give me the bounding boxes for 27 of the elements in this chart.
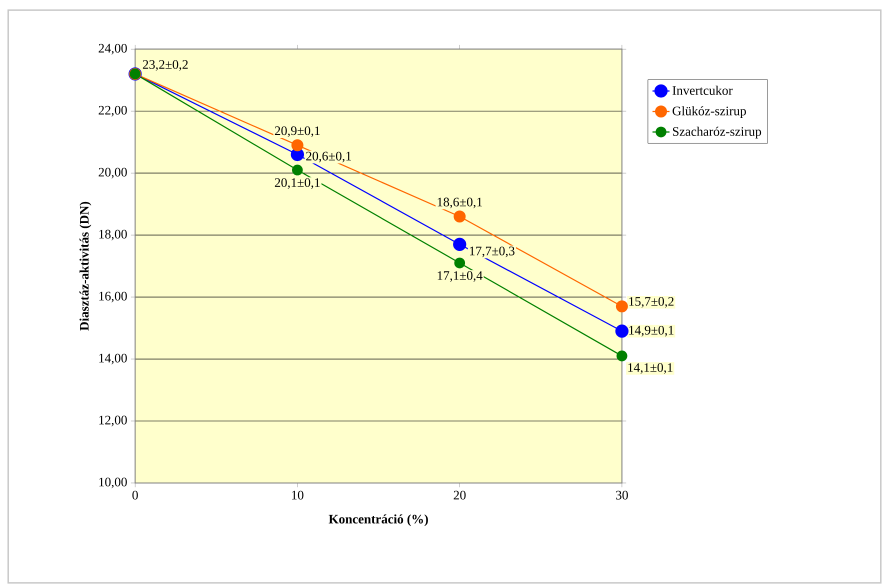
y-tick-label: 24,00 [98,44,127,54]
y-tick-label: 14,00 [99,354,127,364]
data-label: 20,9±0,1 [274,126,320,137]
data-label: 14,9±0,1 [629,326,674,336]
data-label: 18,6±0,1 [438,198,482,208]
y-tick-label: 18,00 [99,230,127,240]
data-label: 17,7±0,3 [470,246,514,258]
legend-label: Szacharóz-szirup [672,126,762,138]
data-label: 23,2±0,2 [142,60,188,71]
data-label: 14,1±0,1 [628,363,672,374]
x-tick-label: 0 [132,490,138,500]
y-tick-label: 16,00 [99,292,127,302]
x-tick-label: 30 [616,490,628,500]
data-label: 15,7±0,2 [629,296,674,308]
x-tick-label: 20 [454,490,466,500]
x-axis-title: Koncentráció (%) [328,514,428,526]
y-tick-label: 10,00 [99,478,127,488]
data-label: 20,6±0,1 [306,152,351,162]
x-tick-label: 10 [292,490,304,500]
y-tick-label: 20,00 [98,168,127,178]
data-label: 20,1±0,1 [274,178,320,189]
legend-label: Glükóz-szirup [672,106,746,118]
data-label: 17,1±0,4 [438,271,483,282]
y-axis-title: Diasztáz-aktivitás (DN) [80,202,92,331]
y-tick-label: 12,00 [99,416,127,426]
y-tick-label: 22,00 [98,106,127,116]
legend-label: Invertcukor [672,86,733,95]
